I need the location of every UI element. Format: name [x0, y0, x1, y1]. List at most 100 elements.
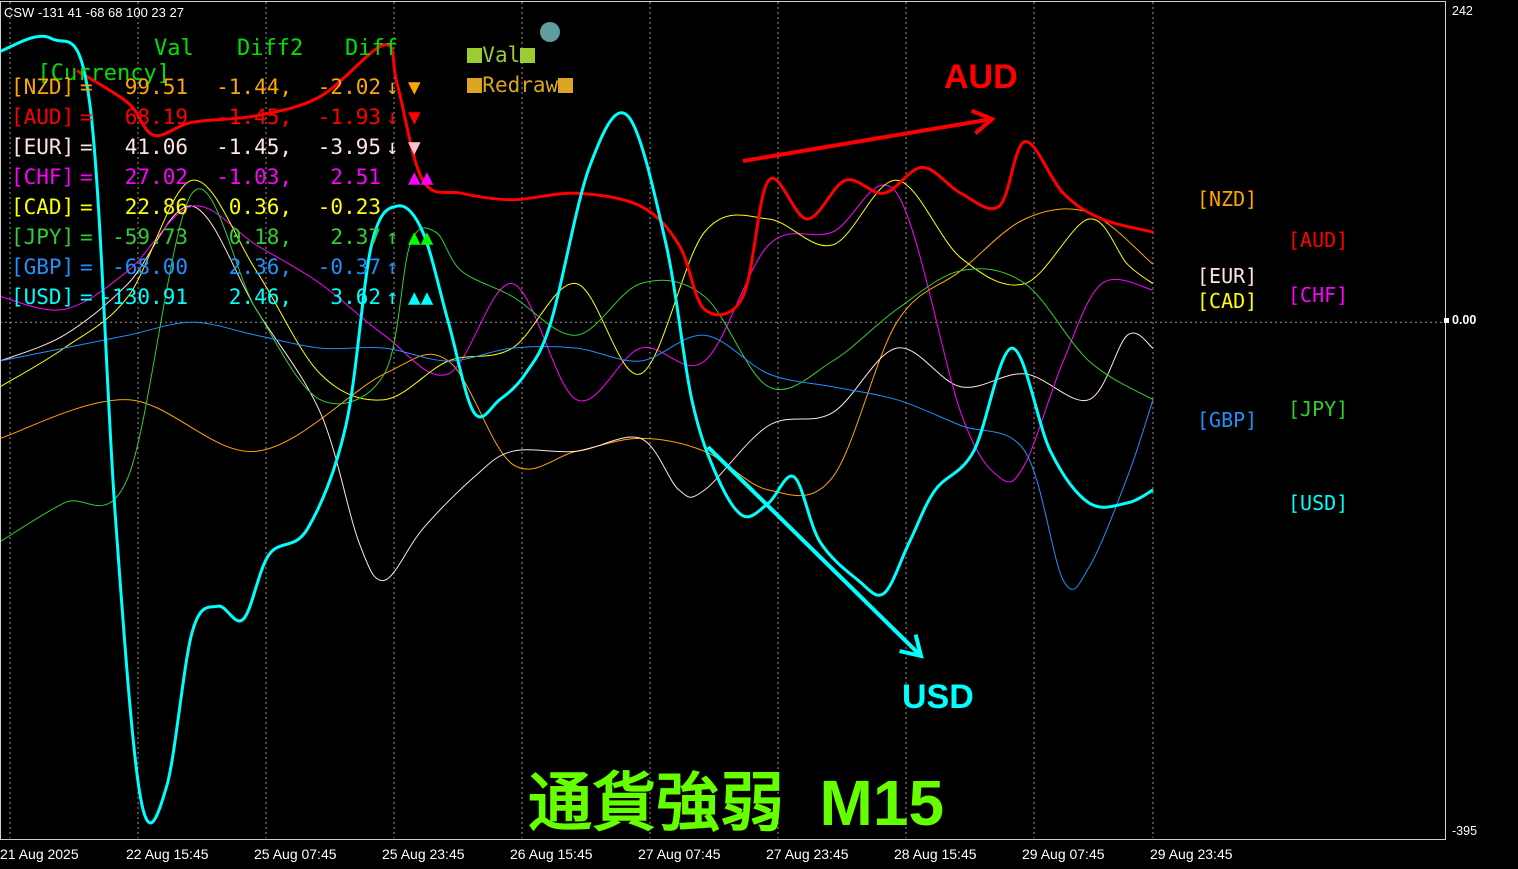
- row-usd-arrow: ↑: [386, 285, 399, 309]
- row-gbp-diff: -0.37: [317, 255, 381, 279]
- row-nzd-eq: =: [80, 75, 93, 99]
- aud-arrow: [742, 117, 993, 163]
- redraw-swatch-left: [467, 78, 483, 93]
- val-swatch-left: [467, 48, 483, 63]
- row-jpy-val: -59.73: [112, 225, 188, 249]
- row-gbp-arrow: ↑: [386, 255, 399, 279]
- row-jpy-eq: =: [80, 225, 93, 249]
- row-aud-diff2: -1.45,: [216, 105, 292, 129]
- y-tick-min: -395: [1452, 824, 1478, 838]
- row-nzd-marks: ▼: [408, 75, 421, 99]
- row-jpy-currency: [JPY]: [11, 225, 75, 249]
- row-nzd-currency: [NZD]: [11, 75, 75, 99]
- row-aud-eq: =: [80, 105, 93, 129]
- row-eur-diff: -3.95: [317, 135, 381, 159]
- chart-title: 通貨強弱 M15: [528, 767, 945, 839]
- x-tick-2: 25 Aug 07:45: [254, 846, 337, 862]
- header-diff: Diff: [345, 36, 398, 61]
- row-chf-val: 27.02: [124, 165, 188, 189]
- grid-lines: [0, 2, 1444, 838]
- val-label: Val: [482, 43, 521, 67]
- x-tick-4: 26 Aug 15:45: [510, 846, 593, 862]
- row-jpy-marks: ▲▲: [408, 225, 434, 249]
- row-eur-val: 41.06: [124, 135, 188, 159]
- y-tick-max: 242: [1452, 4, 1473, 18]
- x-tick-3: 25 Aug 23:45: [382, 846, 465, 862]
- toggle-dot-button[interactable]: [540, 22, 560, 42]
- x-tick-6: 27 Aug 23:45: [766, 846, 849, 862]
- row-usd-val: -130.91: [99, 285, 188, 309]
- header-val: Val: [154, 36, 194, 61]
- row-usd-diff2: 2.46,: [228, 285, 292, 309]
- row-eur-marks: ▼: [408, 135, 421, 159]
- aud-arrow-head: [970, 108, 996, 135]
- row-nzd-arrow: ↓: [386, 75, 399, 99]
- row-eur-currency: [EUR]: [11, 135, 75, 159]
- series-line-gbp: [0, 321, 1154, 590]
- row-cad-currency: [CAD]: [11, 195, 75, 219]
- right-label-aud: [AUD]: [1288, 228, 1349, 252]
- row-aud-marks: ▼: [408, 105, 421, 129]
- row-aud-arrow: ↓: [386, 105, 399, 129]
- x-tick-1: 22 Aug 15:45: [126, 846, 209, 862]
- row-gbp-currency: [GBP]: [11, 255, 75, 279]
- series-line-jpy: [0, 188, 1154, 543]
- series-line-cad: [0, 179, 1154, 401]
- series-line-nzd: [0, 208, 1154, 497]
- val-button[interactable]: Val: [442, 19, 536, 67]
- row-aud-val: 68.19: [124, 105, 188, 129]
- row-jpy-diff: 2.37: [330, 225, 381, 249]
- row-usd-diff: 3.62: [330, 285, 381, 309]
- row-cad-eq: =: [80, 195, 93, 219]
- header-currency: [Currency]: [37, 61, 170, 86]
- row-usd-marks: ▲▲: [408, 285, 434, 309]
- row-nzd-val: 99.51: [124, 75, 188, 99]
- right-label-eur: [EUR]: [1197, 264, 1258, 288]
- row-gbp-val: -68.00: [112, 255, 188, 279]
- right-label-cad: [CAD]: [1197, 289, 1258, 313]
- row-cad-val: 22.86: [124, 195, 188, 219]
- x-tick-9: 29 Aug 23:45: [1150, 846, 1233, 862]
- header-diff2: Diff2: [237, 36, 304, 61]
- indicator-label: CSW -131 41 -68 68 100 23 27: [4, 5, 184, 20]
- y-tick-zero: 0.00: [1452, 313, 1477, 327]
- val-swatch-right: [520, 48, 536, 63]
- y-zero-marker: [1444, 318, 1449, 323]
- usd-annotation: USD: [902, 678, 974, 716]
- row-usd-currency: [USD]: [11, 285, 75, 309]
- aud-annotation: AUD: [944, 58, 1018, 96]
- row-chf-eq: =: [80, 165, 93, 189]
- right-label-jpy: [JPY]: [1288, 397, 1349, 421]
- row-aud-diff: -1.93: [317, 105, 381, 129]
- right-label-usd: [USD]: [1288, 491, 1349, 515]
- table-header: [Currency]: [11, 36, 170, 86]
- series-line-eur: [0, 205, 1154, 581]
- row-chf-currency: [CHF]: [11, 165, 75, 189]
- row-eur-arrow: ↓: [386, 135, 399, 159]
- series-line-aud: [76, 43, 1154, 317]
- series-line-usd: [0, 34, 1154, 825]
- row-gbp-eq: =: [80, 255, 93, 279]
- row-chf-diff: 2.51: [330, 165, 381, 189]
- redraw-swatch-right: [558, 78, 574, 93]
- annotation-arrows: [706, 108, 996, 659]
- row-cad-diff: -0.23: [317, 195, 381, 219]
- row-cad-diff2: 0.36,: [228, 195, 292, 219]
- x-tick-0: 21 Aug 2025: [0, 846, 79, 862]
- row-jpy-arrow: ↑: [386, 225, 399, 249]
- row-aud-currency: [AUD]: [11, 105, 75, 129]
- usd-arrow-head: [899, 634, 924, 659]
- right-label-gbp: [GBP]: [1197, 408, 1258, 432]
- x-tick-5: 27 Aug 07:45: [638, 846, 721, 862]
- series-lines: [0, 34, 1154, 825]
- usd-arrow: [706, 445, 923, 658]
- row-usd-eq: =: [80, 285, 93, 309]
- row-nzd-diff: -2.02: [317, 75, 381, 99]
- row-eur-diff2: -1.45,: [216, 135, 292, 159]
- row-chf-diff2: -1.03,: [216, 165, 292, 189]
- redraw-button[interactable]: Redraw: [442, 49, 574, 97]
- row-gbp-diff2: 2.36,: [228, 255, 292, 279]
- series-line-chf: [0, 184, 1154, 483]
- x-tick-8: 29 Aug 07:45: [1022, 846, 1105, 862]
- right-label-nzd: [NZD]: [1197, 187, 1258, 211]
